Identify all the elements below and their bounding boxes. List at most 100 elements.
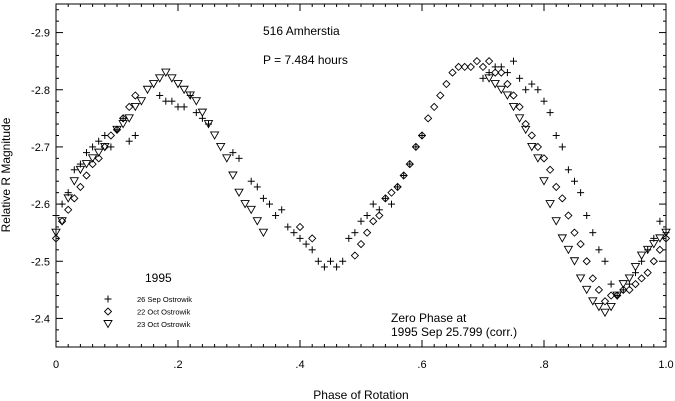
data-point bbox=[240, 200, 250, 209]
legend: 1995 26 Sep Ostrowik 22 Oct Ostrowik 23 Oc… bbox=[103, 271, 192, 329]
data-point bbox=[423, 114, 433, 123]
data-point bbox=[612, 291, 622, 300]
legend-marker bbox=[103, 307, 113, 316]
data-point bbox=[540, 97, 548, 105]
data-point bbox=[82, 171, 91, 180]
x-tick-label: .8 bbox=[539, 359, 548, 371]
legend-marker bbox=[103, 320, 113, 329]
data-point bbox=[234, 188, 244, 198]
data-point bbox=[484, 74, 494, 83]
data-point bbox=[418, 131, 426, 139]
data-point bbox=[569, 257, 580, 266]
data-point bbox=[57, 217, 67, 226]
data-point bbox=[180, 103, 188, 111]
data-point bbox=[64, 205, 73, 214]
data-point bbox=[649, 257, 658, 266]
data-point bbox=[412, 143, 420, 151]
data-point bbox=[478, 62, 488, 72]
data-point bbox=[577, 189, 585, 197]
chart-subtitle: P = 7.484 hours bbox=[263, 53, 348, 67]
x-axis-label: Phase of Rotation bbox=[313, 388, 408, 401]
data-point bbox=[81, 160, 92, 169]
data-point bbox=[661, 234, 671, 243]
data-point bbox=[595, 246, 603, 254]
data-point bbox=[466, 62, 475, 72]
data-point bbox=[588, 274, 597, 283]
data-point bbox=[302, 240, 310, 248]
legend-label: 23 Oct Ostrowik bbox=[137, 320, 191, 329]
y-tick-label: -2.6 bbox=[31, 199, 50, 211]
data-point bbox=[539, 154, 549, 163]
x-tick-label: .2 bbox=[173, 359, 182, 371]
data-point bbox=[118, 120, 128, 129]
data-point bbox=[520, 125, 531, 135]
data-point bbox=[253, 183, 261, 191]
data-point bbox=[533, 142, 543, 152]
data-point bbox=[619, 285, 628, 294]
data-point bbox=[124, 114, 134, 123]
data-point bbox=[625, 285, 634, 294]
data-point bbox=[460, 62, 469, 72]
data-point bbox=[375, 211, 384, 220]
data-point bbox=[601, 257, 609, 265]
y-tick-label: -2.8 bbox=[31, 85, 50, 97]
data-point bbox=[142, 85, 153, 95]
data-point bbox=[185, 91, 195, 100]
data-point bbox=[327, 257, 334, 265]
data-point bbox=[606, 303, 616, 312]
legend-title: 1995 bbox=[145, 271, 172, 285]
data-point bbox=[356, 239, 366, 249]
data-point bbox=[454, 62, 463, 72]
data-point bbox=[131, 131, 139, 139]
data-point bbox=[295, 222, 305, 232]
data-point bbox=[533, 154, 543, 163]
data-point bbox=[515, 102, 524, 112]
data-point bbox=[168, 97, 176, 105]
data-point bbox=[545, 165, 555, 174]
data-point bbox=[503, 79, 512, 89]
data-point bbox=[400, 172, 408, 179]
data-point bbox=[521, 119, 530, 129]
data-point bbox=[600, 297, 610, 306]
data-point bbox=[247, 177, 255, 185]
data-point bbox=[655, 245, 665, 254]
data-point bbox=[575, 274, 586, 283]
data-point bbox=[624, 274, 635, 283]
data-points bbox=[51, 57, 671, 318]
data-point bbox=[118, 114, 128, 123]
data-point bbox=[381, 194, 390, 203]
data-point bbox=[516, 74, 524, 82]
data-point bbox=[534, 86, 542, 94]
axis-ticks bbox=[55, 4, 667, 347]
data-point bbox=[284, 223, 292, 231]
data-point bbox=[161, 68, 171, 78]
data-point bbox=[70, 166, 78, 174]
data-point bbox=[215, 142, 226, 152]
data-point bbox=[642, 245, 653, 255]
data-point bbox=[405, 159, 414, 169]
series-2 bbox=[51, 68, 671, 318]
data-point bbox=[259, 194, 267, 202]
data-point bbox=[162, 97, 170, 105]
y-tick-label: -2.5 bbox=[31, 256, 50, 268]
data-point bbox=[51, 234, 61, 243]
x-tick-labels: 0 .2 .4 .6 .8 1.0 bbox=[53, 359, 674, 371]
y-tick-label: -2.9 bbox=[31, 28, 50, 40]
data-point bbox=[655, 234, 665, 243]
data-point bbox=[148, 80, 159, 89]
data-point bbox=[606, 291, 616, 300]
data-point bbox=[552, 182, 561, 192]
data-point bbox=[636, 251, 647, 260]
data-point bbox=[631, 279, 640, 289]
data-point bbox=[509, 91, 518, 100]
data-point bbox=[154, 74, 165, 83]
data-point bbox=[106, 131, 116, 140]
data-point bbox=[95, 137, 103, 145]
data-point bbox=[278, 206, 286, 214]
data-point bbox=[406, 160, 414, 168]
legend-label: 26 Sep Ostrowik bbox=[137, 295, 192, 304]
data-point bbox=[296, 234, 304, 242]
data-point bbox=[570, 228, 579, 237]
data-point bbox=[70, 194, 79, 203]
data-point bbox=[258, 228, 269, 238]
